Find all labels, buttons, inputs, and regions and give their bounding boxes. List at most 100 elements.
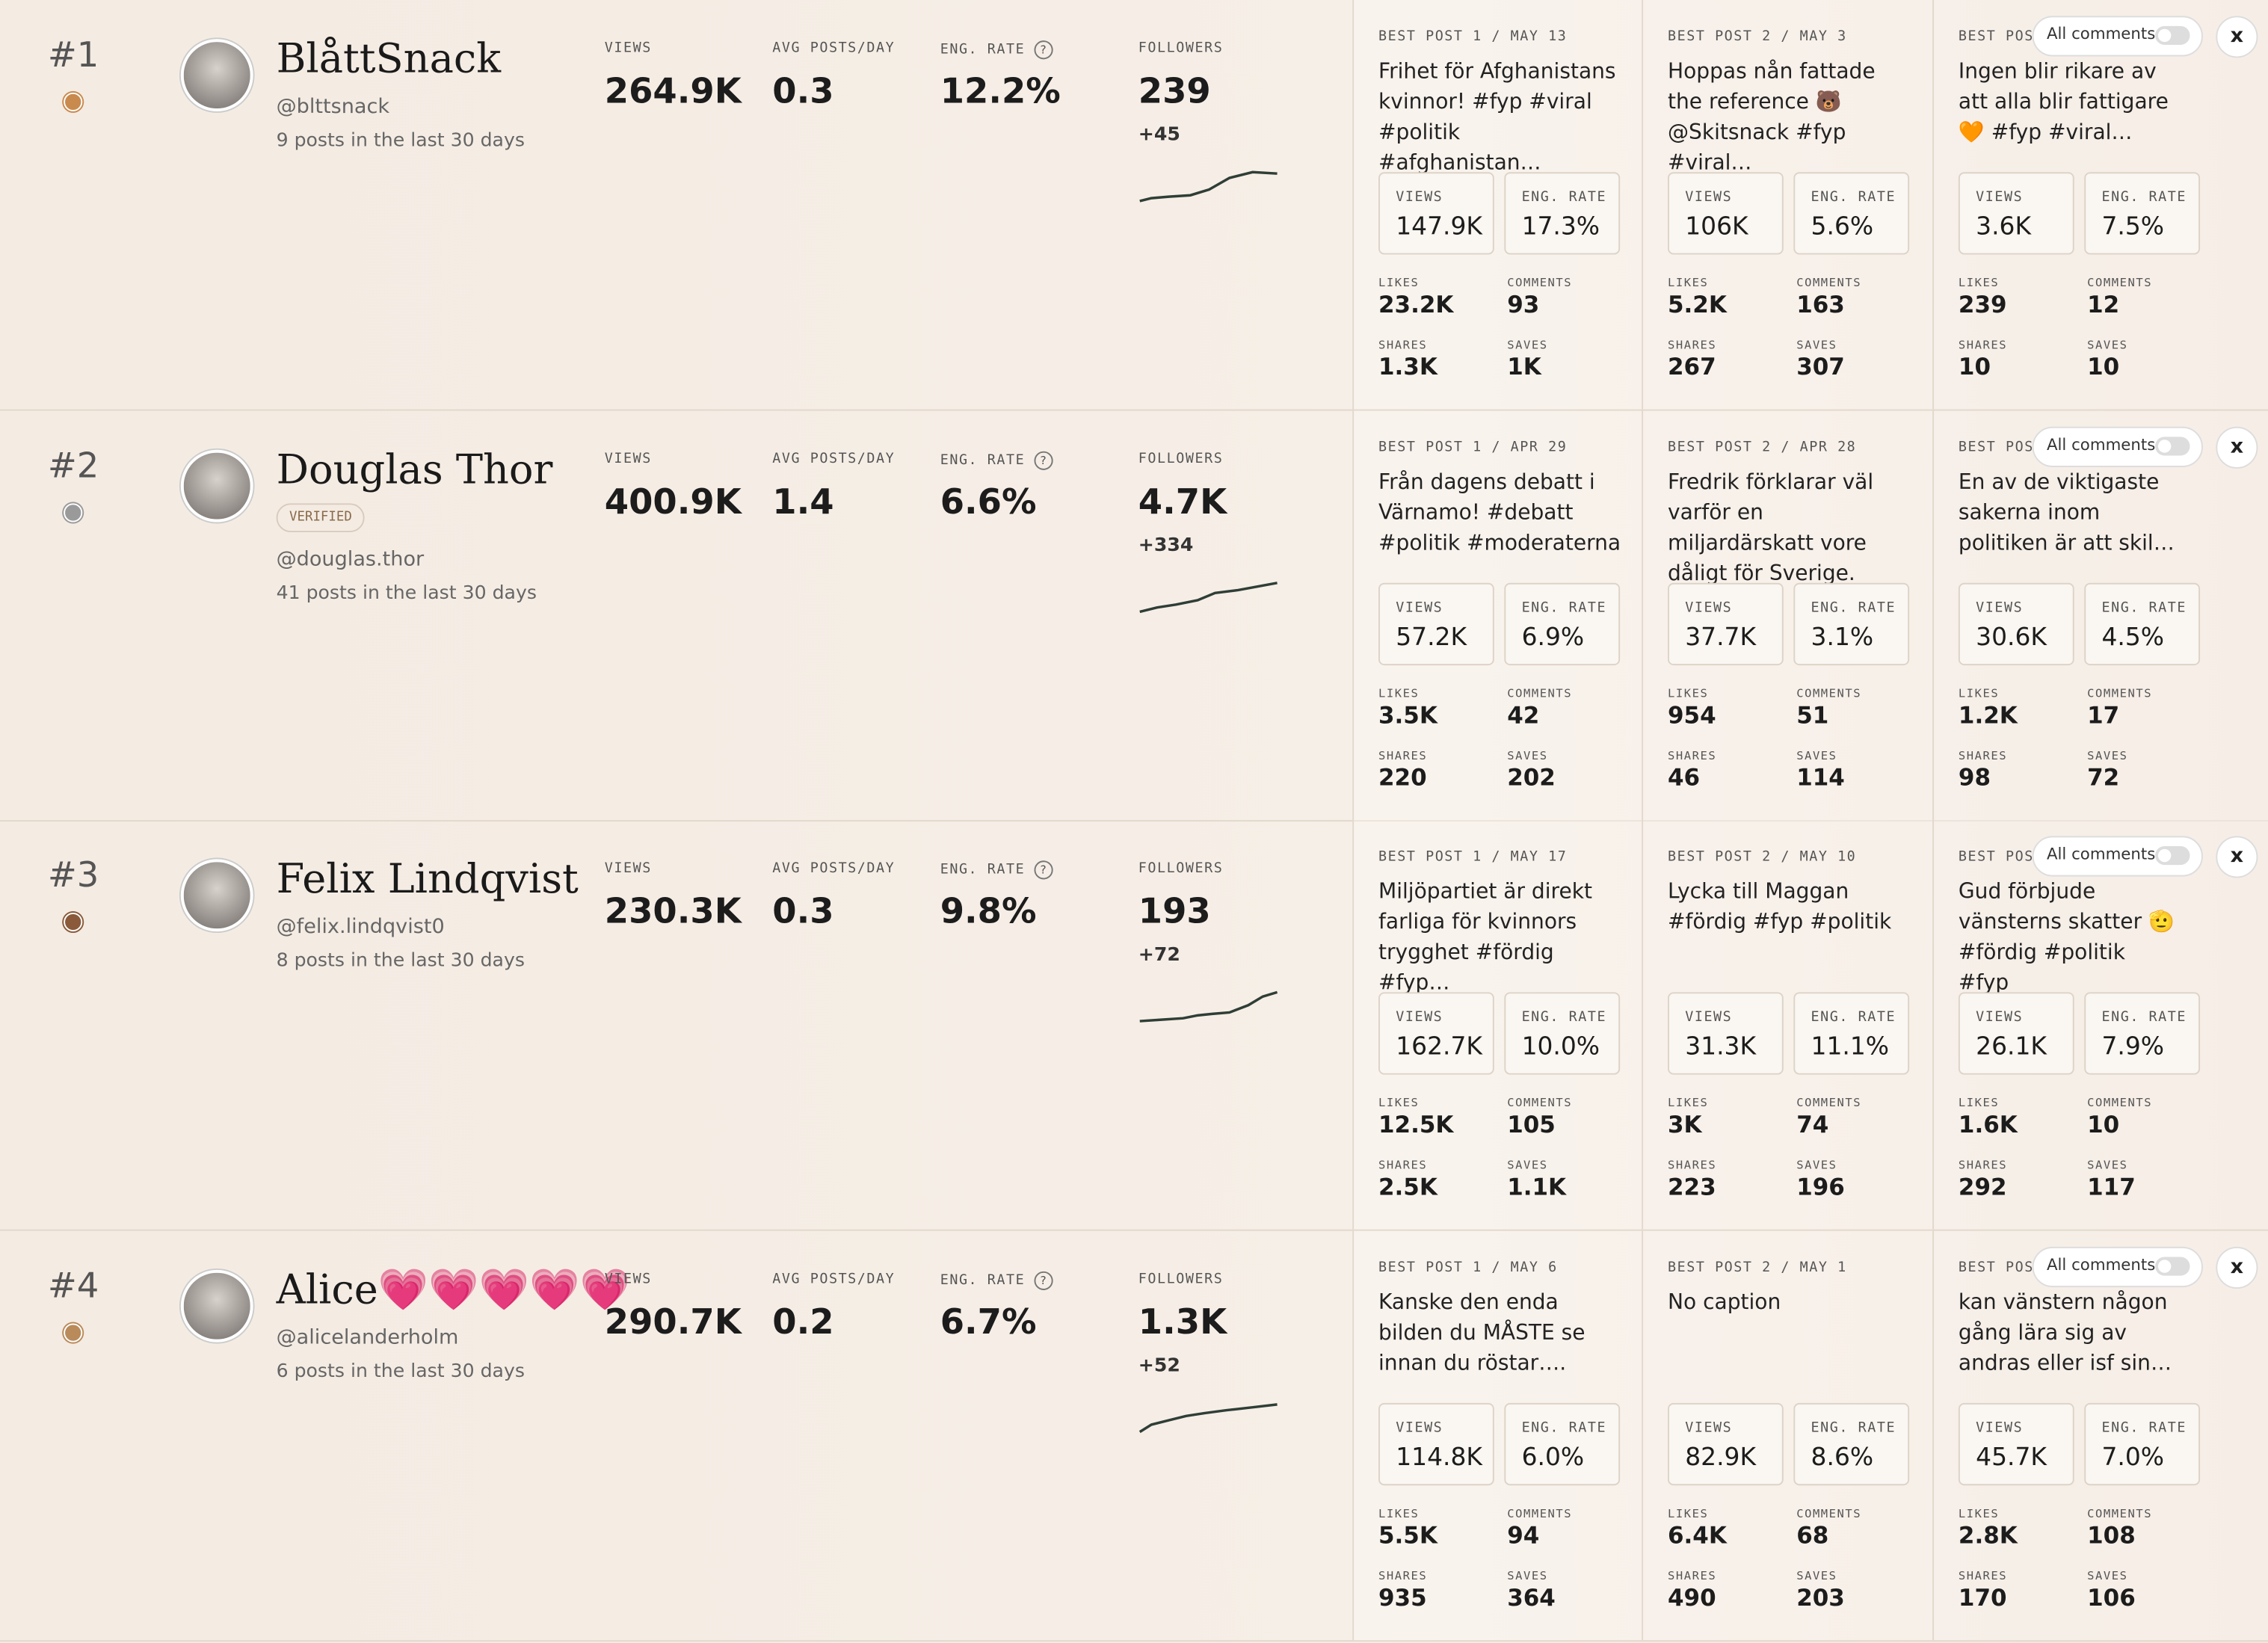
followers-change: +334 (1138, 534, 1194, 556)
help-icon[interactable]: ? (1033, 450, 1053, 469)
saves-label: SAVES (1796, 1568, 1837, 1582)
comments: 42 (1507, 700, 1540, 729)
eng-rate: 6.6% (940, 481, 1037, 522)
followers: 239 (1138, 70, 1211, 111)
help-icon[interactable]: ? (1033, 1270, 1053, 1290)
avg-posts-day-label: AVG POSTS/DAY (772, 450, 896, 467)
likes: 3K (1667, 1111, 1702, 1138)
likes-label: LIKES (1378, 1096, 1420, 1110)
avg-posts-day: 0.3 (772, 70, 834, 111)
views-label: VIEWS (1396, 599, 1443, 616)
all-comments-toggle[interactable]: All comments (2032, 16, 2203, 57)
saves: 364 (1507, 1582, 1556, 1611)
saves: 1.1K (1507, 1173, 1567, 1201)
total-views: 400.9K (604, 481, 742, 522)
saves: 117 (2087, 1173, 2136, 1201)
eng-rate: 9.8% (940, 890, 1037, 932)
eng-box: ENG. RATE 17.3% (1504, 172, 1621, 255)
saves: 114 (1796, 762, 1845, 791)
views-box: VIEWS 147.9K (1378, 172, 1494, 255)
likes-label: LIKES (1958, 686, 2000, 700)
total-views-label: VIEWS (604, 1270, 652, 1287)
toggle-label: All comments (2046, 434, 2156, 454)
post-label: BEST POST 2 / MAY 1 (1667, 1259, 1847, 1275)
likes-label: LIKES (1667, 1096, 1709, 1110)
likes-label: LIKES (1958, 1096, 2000, 1110)
views-box: VIEWS 30.6K (1958, 582, 2074, 665)
toggle-knob (2157, 28, 2172, 43)
toggle-label: All comments (2046, 845, 2156, 864)
best-post-card: BEST POST 2 / MAY 3 Hoppas nån fattade th… (1642, 0, 1935, 410)
followers-change: +72 (1138, 944, 1180, 967)
eng-label: ENG. RATE (1521, 1009, 1607, 1026)
all-comments-toggle[interactable]: All comments (2032, 836, 2203, 877)
help-icon[interactable]: ? (1033, 40, 1053, 60)
post-caption: Hoppas nån fattade the reference 🐻 @Skit… (1667, 61, 1876, 176)
views-label: VIEWS (1685, 1419, 1733, 1436)
saves-label: SAVES (2087, 1158, 2128, 1172)
avg-posts-day-label: AVG POSTS/DAY (772, 860, 896, 877)
shares-label: SHARES (1667, 1568, 1717, 1582)
toggle-knob (2157, 1259, 2172, 1272)
shares: 46 (1667, 762, 1701, 791)
views-box: VIEWS 3.6K (1958, 172, 2074, 255)
shares-label: SHARES (1958, 748, 2008, 762)
saves-label: SAVES (1507, 748, 1548, 762)
post-views: 45.7K (1976, 1443, 2047, 1472)
followers-change: +45 (1138, 124, 1180, 147)
close-button[interactable]: x (2216, 425, 2258, 468)
eng-box: ENG. RATE 3.1% (1793, 582, 1910, 665)
post-caption: Från dagens debatt i Värnamo! #debatt #p… (1378, 470, 1621, 555)
shares: 267 (1667, 353, 1716, 380)
post-eng-rate: 4.5% (2101, 622, 2165, 652)
views-label: VIEWS (1685, 599, 1733, 616)
creator-row: #2 Douglas Thor VERIFIED @douglas.thor 41 po… (0, 410, 2268, 822)
comments: 163 (1796, 290, 1845, 318)
post-views: 57.2K (1396, 622, 1467, 652)
all-comments-toggle[interactable]: All comments (2032, 425, 2203, 467)
likes: 12.5K (1378, 1111, 1454, 1138)
eng-label: ENG. RATE (2101, 1009, 2187, 1026)
avg-posts-day: 1.4 (772, 481, 834, 522)
comments-label: COMMENTS (1507, 276, 1573, 289)
close-button[interactable]: x (2216, 16, 2258, 58)
shares: 220 (1378, 762, 1427, 791)
avatar (180, 1269, 253, 1342)
post-eng-rate: 10.0% (1521, 1032, 1600, 1062)
saves-label: SAVES (1507, 1568, 1548, 1582)
post-views: 30.6K (1976, 622, 2047, 652)
eng-label: ENG. RATE (2101, 599, 2187, 616)
saves-label: SAVES (2087, 338, 2128, 352)
posts-count: 41 posts in the last 30 days (276, 582, 537, 604)
rank: #4 (47, 1265, 99, 1306)
avg-posts-day: 0.3 (772, 890, 834, 932)
views-box: VIEWS 37.7K (1667, 582, 1784, 665)
post-caption: Kanske den enda bilden du MÅSTE se innan… (1378, 1290, 1586, 1375)
best-post-card: BEST POS Ingen blir rikare av att alla bl… (1932, 0, 2268, 410)
posts-count: 8 posts in the last 30 days (276, 950, 525, 972)
followers-label: FOLLOWERS (1138, 450, 1224, 467)
help-icon[interactable]: ? (1033, 860, 1053, 880)
views-box: VIEWS 162.7K (1378, 992, 1494, 1075)
eng-label: ENG. RATE (1521, 599, 1607, 616)
all-comments-toggle[interactable]: All comments (2032, 1245, 2203, 1287)
comments-label: COMMENTS (2087, 1506, 2153, 1520)
creator-row: #3 Felix Lindqvist @felix.lindqvist0 8 post… (0, 820, 2268, 1231)
comments-label: COMMENTS (1507, 686, 1573, 700)
best-post-card: BEST POST 1 / MAY 6 Kanske den enda bilde… (1352, 1230, 1644, 1640)
total-views: 290.7K (604, 1301, 742, 1342)
comments-label: COMMENTS (1507, 1506, 1573, 1520)
comments-label: COMMENTS (2087, 276, 2153, 289)
best-post-card: BEST POS kan vänstern någon gång lära sig… (1932, 1230, 2268, 1640)
close-button[interactable]: x (2216, 1245, 2258, 1289)
avatar (180, 448, 253, 522)
handle: @felix.lindqvist0 (276, 915, 445, 939)
eng-label: ENG. RATE (1521, 1419, 1607, 1436)
close-button[interactable]: x (2216, 836, 2258, 878)
likes-label: LIKES (1667, 1506, 1709, 1520)
avg-posts-day-label: AVG POSTS/DAY (772, 40, 896, 57)
creator-name: Felix Lindqvist (276, 854, 579, 903)
comments-label: COMMENTS (1796, 686, 1862, 700)
shares-label: SHARES (1667, 748, 1717, 762)
